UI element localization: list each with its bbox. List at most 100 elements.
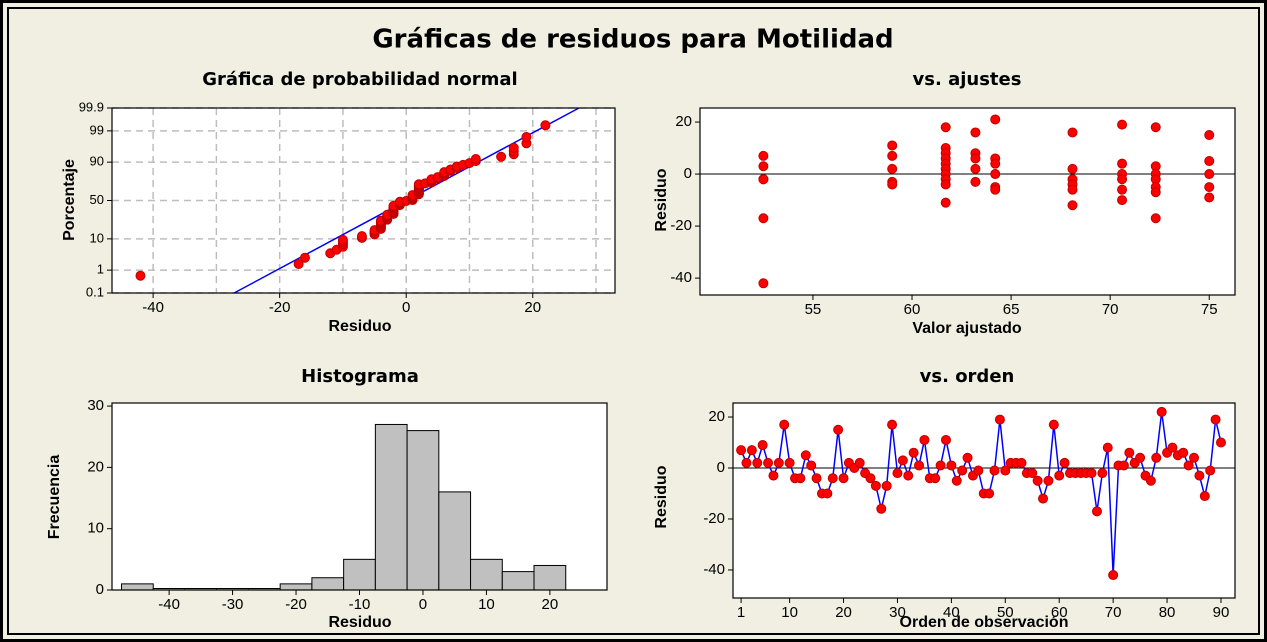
x-tick-label: 50: [997, 604, 1014, 621]
x-tick-label: 65: [1003, 301, 1020, 318]
data-point: [1199, 491, 1210, 502]
panel-title: Gráfica de probabilidad normal: [202, 69, 517, 90]
data-point: [763, 457, 774, 468]
data-point: [838, 473, 849, 484]
bar: [311, 577, 345, 591]
data-point: [957, 465, 968, 476]
y-tick-label: 0: [717, 459, 725, 476]
bar: [470, 558, 503, 591]
data-point: [990, 169, 1001, 180]
data-point: [1183, 460, 1194, 471]
data-point: [887, 163, 898, 174]
x-tick-label: -20: [269, 299, 291, 316]
bar: [343, 558, 376, 591]
data-point: [758, 213, 769, 224]
x-tick-label: 1: [737, 604, 745, 621]
data-point: [1118, 460, 1129, 471]
y-tick-label: 99: [90, 122, 104, 137]
data-point: [833, 424, 844, 435]
data-point: [1205, 465, 1216, 476]
x-tick-label: -40: [158, 596, 180, 613]
y-tick-label: 90: [90, 154, 104, 169]
data-point: [990, 114, 1001, 125]
data-point: [773, 457, 784, 468]
data-point: [1150, 122, 1161, 133]
data-point: [1117, 158, 1128, 169]
data-point: [973, 465, 984, 476]
data-point: [887, 140, 898, 151]
y-tick-label: 0: [684, 165, 692, 182]
data-point: [1067, 184, 1078, 195]
data-point: [822, 488, 833, 499]
data-point: [1027, 468, 1038, 479]
y-tick-label: -20: [703, 510, 725, 527]
data-point: [800, 450, 811, 461]
y-tick-label: 0.1: [86, 284, 104, 299]
data-point: [758, 174, 769, 185]
data-point: [1204, 182, 1215, 193]
bar: [406, 430, 440, 591]
data-point: [1204, 169, 1215, 180]
panel-title: vs. ajustes: [913, 69, 1022, 90]
x-tick-label: 10: [781, 604, 798, 621]
data-point: [1204, 130, 1215, 141]
data-point: [795, 473, 806, 484]
data-point: [1086, 468, 1097, 479]
data-point: [1016, 457, 1027, 468]
data-point: [1204, 156, 1215, 167]
data-point: [881, 480, 892, 491]
x-axis-label: Residuo: [328, 614, 391, 631]
y-tick-label: 20: [87, 458, 104, 475]
data-point: [994, 414, 1005, 425]
panel-title: Histograma: [301, 366, 419, 387]
x-tick-label: -40: [142, 299, 164, 316]
data-point: [1117, 184, 1128, 195]
data-point: [758, 150, 769, 161]
data-point: [1210, 414, 1221, 425]
x-tick-label: 0: [402, 299, 410, 316]
x-tick-label: 70: [1102, 301, 1119, 318]
x-tick-label: 75: [1201, 301, 1218, 318]
data-point: [990, 158, 1001, 169]
x-tick-label: 60: [904, 301, 921, 318]
data-point: [946, 460, 957, 471]
data-point: [1124, 447, 1135, 458]
data-point: [970, 127, 981, 138]
data-point: [970, 176, 981, 187]
data-point: [887, 150, 898, 161]
data-point: [1151, 452, 1162, 463]
x-tick-label: 0: [419, 596, 427, 613]
x-tick-label: 40: [943, 604, 960, 621]
data-point: [758, 278, 769, 289]
x-tick-label: 55: [805, 301, 822, 318]
data-point: [914, 460, 925, 471]
data-point: [1043, 475, 1054, 486]
data-point: [470, 154, 481, 165]
x-axis-label: Orden de observación: [900, 614, 1069, 631]
data-point: [806, 460, 817, 471]
data-point: [990, 184, 1001, 195]
data-point: [746, 445, 757, 456]
data-point: [1067, 163, 1078, 174]
data-point: [356, 231, 367, 242]
data-point: [989, 465, 1000, 476]
panel-title: vs. orden: [920, 366, 1015, 387]
x-axis-label: Residuo: [328, 318, 391, 335]
plot-frame: [111, 402, 608, 591]
y-tick-label: -20: [670, 217, 692, 234]
data-point: [779, 419, 790, 430]
x-tick-label: -10: [349, 596, 371, 613]
bar: [374, 423, 408, 591]
data-point: [1067, 200, 1078, 211]
data-point: [1117, 174, 1128, 185]
data-point: [962, 452, 973, 463]
x-tick-label: 60: [1051, 604, 1068, 621]
y-tick-label: 99.9: [79, 99, 104, 114]
data-point: [1215, 437, 1226, 448]
data-point: [940, 197, 951, 208]
data-point: [1145, 475, 1156, 486]
data-point: [865, 473, 876, 484]
data-point: [903, 470, 914, 481]
data-point: [897, 455, 908, 466]
data-point: [951, 475, 962, 486]
